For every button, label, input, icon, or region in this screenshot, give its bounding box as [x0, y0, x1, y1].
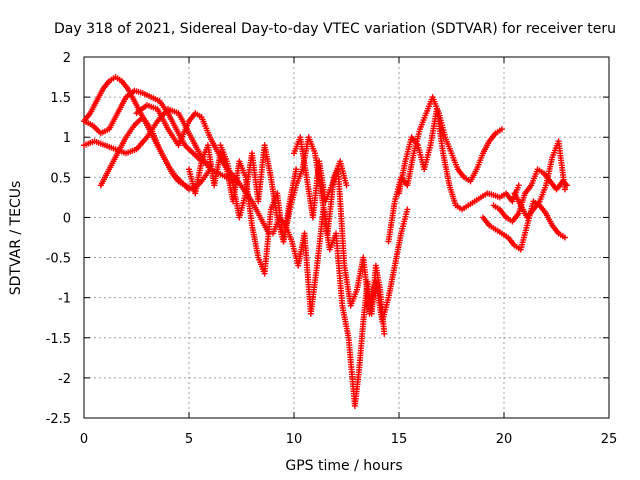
data-point [293, 166, 300, 173]
series-track-i [291, 134, 411, 325]
y-tick-label: -0.5 [46, 252, 71, 267]
data-series [81, 74, 570, 409]
y-tick-label: 1 [63, 131, 71, 146]
data-point [404, 206, 411, 213]
series-track-l [480, 198, 568, 253]
y-axis-label: SDTVAR / TECUs [8, 181, 24, 296]
data-point [515, 182, 522, 189]
data-point [381, 330, 388, 337]
x-axis-label: GPS time / hours [285, 458, 402, 474]
series-track-g [217, 134, 350, 245]
data-point [561, 186, 568, 193]
x-tick-label: 15 [391, 432, 408, 447]
axis-ticks [83, 56, 610, 419]
tick-labels: 0 5 10 15 20 25 -2.5 -2 -1.5 -1 -0.5 0 0.5 1 1.5 2 [46, 51, 618, 447]
plot-frame [83, 56, 610, 419]
series-track-k [396, 106, 522, 213]
y-tick-label: -1.5 [46, 332, 71, 347]
y-tick-label: -2 [58, 372, 71, 387]
grid-lines [84, 57, 609, 418]
y-tick-label: -2.5 [46, 412, 71, 427]
y-tick-label: 0 [63, 211, 71, 226]
series-track-n [511, 138, 568, 221]
y-tick-label: 2 [63, 51, 71, 66]
data-point [343, 182, 350, 189]
x-tick-label: 25 [601, 432, 618, 447]
y-tick-label: -1 [58, 292, 71, 307]
x-tick-label: 10 [286, 432, 303, 447]
data-point [498, 126, 505, 133]
x-tick-label: 0 [80, 432, 88, 447]
y-tick-label: 0.5 [50, 171, 71, 186]
y-tick-label: 1.5 [50, 91, 71, 106]
series-track-b [81, 87, 213, 169]
x-tick-label: 5 [185, 432, 193, 447]
x-tick-label: 20 [496, 432, 513, 447]
chart-title: Day 318 of 2021, Sidereal Day-to-day VTE… [54, 21, 616, 37]
data-point [561, 234, 568, 241]
